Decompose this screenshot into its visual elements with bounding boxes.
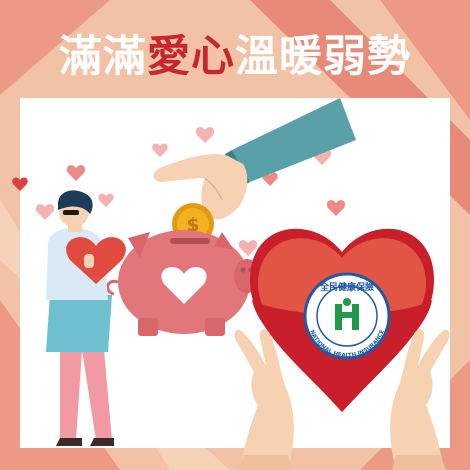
floating-hearts bbox=[12, 127, 346, 256]
headline-part-1: 滿滿 bbox=[59, 32, 147, 82]
headline: 滿滿愛心溫暖弱勢 bbox=[0, 22, 470, 84]
heart-icon bbox=[326, 200, 346, 216]
headline-accent: 愛心 bbox=[147, 32, 235, 82]
heart-icon bbox=[262, 172, 278, 186]
heart-icon bbox=[152, 143, 168, 157]
headline-part-3: 溫暖弱勢 bbox=[235, 32, 411, 82]
heart-icon bbox=[195, 127, 215, 143]
nhi-logo-icon bbox=[303, 272, 391, 360]
heart-icon bbox=[35, 204, 55, 220]
heart-icon bbox=[66, 237, 126, 284]
piggy-bank-icon bbox=[106, 230, 260, 336]
heart-icon bbox=[238, 240, 258, 256]
heart-icon bbox=[12, 177, 28, 191]
heart-icon bbox=[66, 165, 86, 181]
woman-figure bbox=[46, 190, 126, 446]
heart-icon bbox=[98, 193, 114, 207]
holding-hands bbox=[234, 329, 450, 470]
logo-name-zh: 全民健康保險 bbox=[319, 281, 374, 293]
heart-icon bbox=[161, 267, 207, 304]
donating-arm bbox=[153, 98, 356, 220]
